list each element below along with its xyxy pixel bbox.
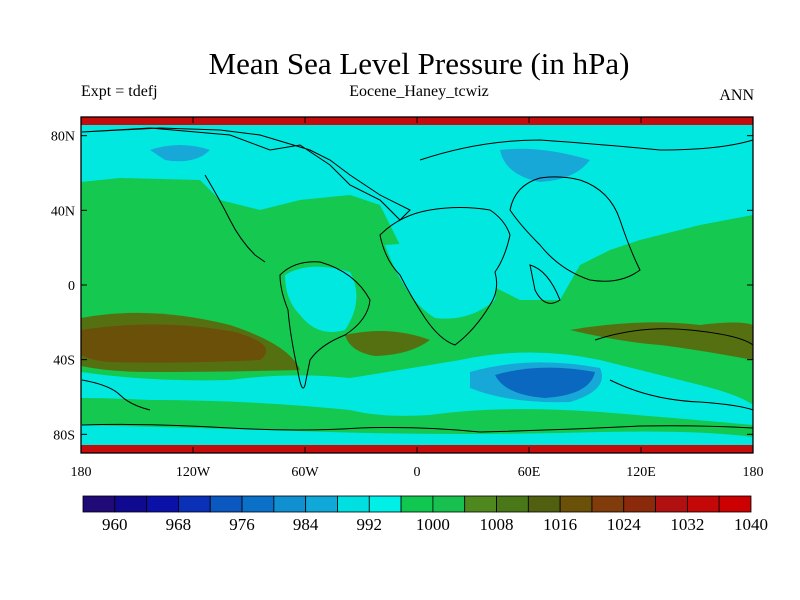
south-america-low bbox=[285, 266, 357, 333]
coastline-south-america bbox=[279, 261, 371, 389]
colorbar-label: 984 bbox=[293, 515, 319, 534]
colorbar-swatch bbox=[464, 495, 497, 513]
colorbar-swatch bbox=[178, 495, 211, 513]
lat-tick-label: 80S bbox=[53, 428, 75, 443]
south-atlantic-high bbox=[345, 331, 430, 356]
colorbar-swatch bbox=[241, 495, 275, 513]
colorbar-swatch bbox=[432, 495, 466, 513]
latitude-axis: 80N 40N 0 40S 80S bbox=[51, 130, 753, 443]
coastline-eurasia bbox=[419, 139, 754, 282]
season-label: ANN bbox=[719, 87, 754, 104]
lon-tick-label: 180 bbox=[71, 465, 92, 480]
colorbar-swatch bbox=[718, 495, 752, 513]
coastline-africa-europe bbox=[379, 207, 511, 346]
lat-tick-label: 40N bbox=[51, 204, 75, 219]
colorbar-label: 992 bbox=[357, 515, 383, 534]
colorbar-label: 1008 bbox=[480, 515, 514, 534]
arctic-asia-low bbox=[500, 148, 590, 182]
africa-low bbox=[385, 243, 496, 319]
colorbar-label: 976 bbox=[229, 515, 255, 534]
colorbar-swatch bbox=[209, 495, 243, 513]
colorbar-swatch bbox=[337, 495, 370, 513]
experiment-label: Expt = tdefj bbox=[81, 83, 158, 100]
coastline-australia-antarctica bbox=[594, 328, 754, 411]
colorbar-label: 968 bbox=[166, 515, 192, 534]
lon-tick-label: 120W bbox=[176, 465, 211, 480]
colorbar-swatch bbox=[273, 495, 307, 513]
colorbar-label: 1000 bbox=[416, 515, 450, 534]
lon-tick-label: 120E bbox=[626, 465, 656, 480]
map-fill bbox=[81, 117, 753, 453]
colorbar-swatch bbox=[400, 495, 434, 513]
lat-tick-label: 0 bbox=[68, 279, 75, 294]
colorbar-label: 1040 bbox=[734, 515, 768, 534]
colorbar-swatch bbox=[368, 495, 402, 513]
coastline-antarctica bbox=[81, 423, 754, 433]
plot-title: Mean Sea Level Pressure (in hPa) bbox=[208, 46, 630, 81]
colorbar-swatch bbox=[527, 495, 561, 513]
lon-tick-label: 60W bbox=[291, 465, 319, 480]
run-name-label: Eocene_Haney_tcwiz bbox=[349, 83, 489, 100]
lat-tick-label: 40S bbox=[53, 354, 75, 369]
coastline-north-america bbox=[81, 127, 411, 221]
colorbar-swatch bbox=[82, 495, 116, 513]
colorbar-swatch bbox=[146, 495, 179, 513]
colorbar-swatch bbox=[559, 495, 593, 513]
lon-tick-label: 180 bbox=[743, 465, 764, 480]
colorbar-swatch bbox=[686, 495, 720, 513]
colorbar-label: 1024 bbox=[607, 515, 642, 534]
longitude-axis: 180 120W 60W 0 60E 120E 180 bbox=[71, 117, 764, 480]
colorbar-label: 1016 bbox=[543, 515, 577, 534]
coastline-india-asia bbox=[529, 264, 561, 304]
colorbar-swatch bbox=[623, 495, 656, 513]
southern-indian-low-core bbox=[495, 367, 595, 398]
colorbar: 960 968 976 984 992 1000 1008 1016 1024 1032 1040 bbox=[82, 495, 768, 534]
lat-tick-label: 80N bbox=[51, 130, 75, 145]
south-pacific-high-core bbox=[81, 324, 267, 363]
north-pacific-low bbox=[150, 145, 210, 162]
colorbar-swatch bbox=[114, 495, 148, 513]
antarctic-cyan bbox=[81, 425, 753, 445]
coastline-pacific-northwest bbox=[204, 174, 266, 263]
colorbar-label: 960 bbox=[102, 515, 128, 534]
coastline-tasman bbox=[81, 379, 151, 411]
lon-tick-label: 60E bbox=[518, 465, 541, 480]
colorbar-label: 1032 bbox=[670, 515, 704, 534]
colorbar-swatch bbox=[305, 495, 338, 513]
colorbar-swatch bbox=[591, 495, 625, 513]
colorbar-swatch bbox=[655, 495, 688, 513]
colorbar-swatch bbox=[496, 495, 529, 513]
lon-tick-label: 0 bbox=[414, 465, 421, 480]
coastlines bbox=[81, 127, 754, 433]
